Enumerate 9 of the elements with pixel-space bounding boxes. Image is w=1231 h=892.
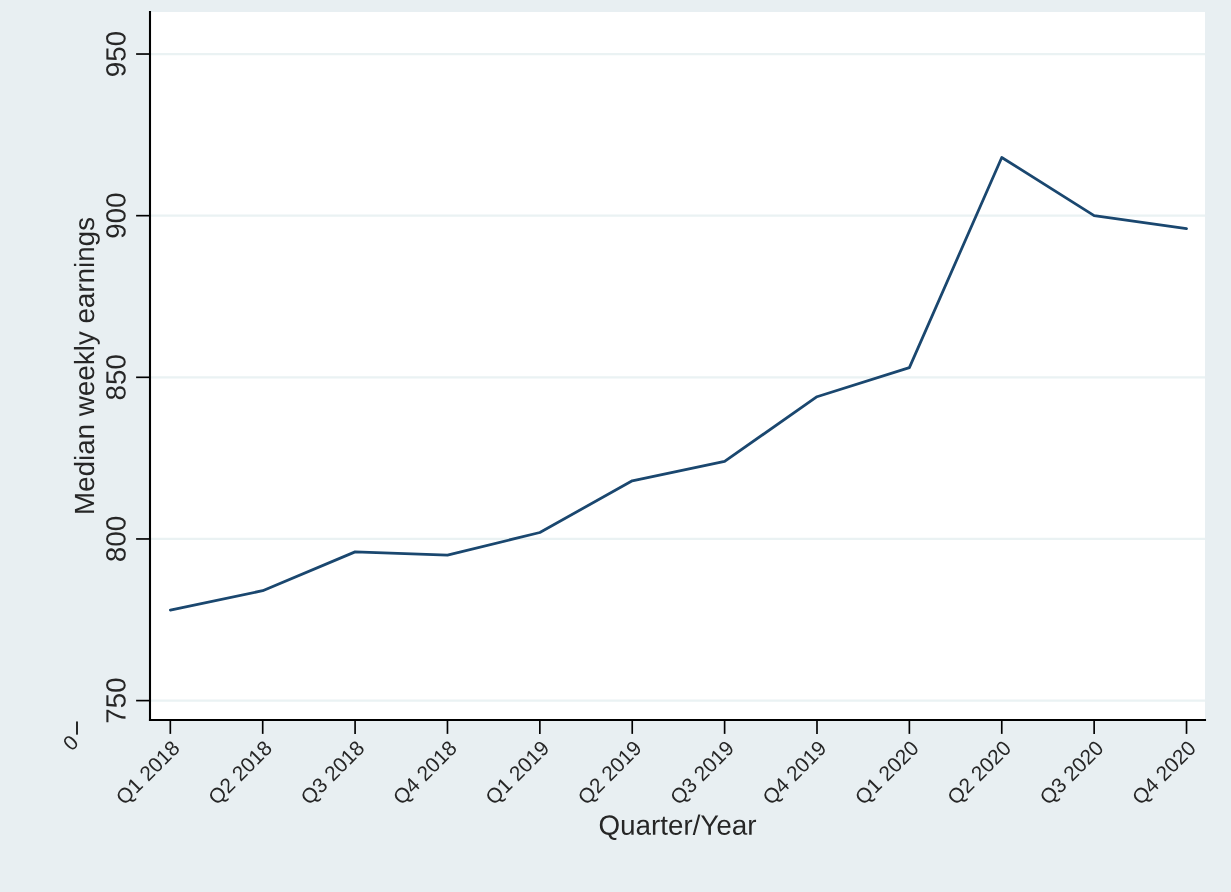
text: 0 (61, 734, 80, 752)
y-tick-label: 850 (106, 355, 126, 400)
x-axis-title: Quarter/Year (599, 814, 757, 840)
y-axis-title: Median weekly earnings (73, 217, 100, 513)
y-tick-label: 950 (106, 31, 126, 76)
y-tick-label: 750 (106, 678, 126, 723)
line-series (168, 156, 1188, 612)
y-tick-label: 800 (106, 516, 126, 561)
y-tick-label: 900 (106, 193, 126, 238)
